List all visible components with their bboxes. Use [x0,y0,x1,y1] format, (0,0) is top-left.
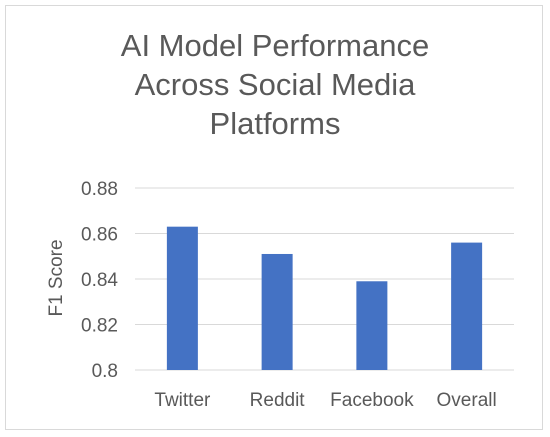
bar-twitter [166,226,198,370]
bar-facebook [356,281,388,370]
x-tick-label: Facebook [330,390,414,411]
x-tick-label: Twitter [154,390,211,411]
y-tick-label: 0.88 [81,179,118,200]
y-tick-label: 0.84 [81,270,118,291]
bar-reddit [261,253,293,370]
y-tick-label: 0.8 [92,361,118,382]
chart-title-line-2: Across Social Media [134,67,416,102]
bar-overall [451,242,483,370]
y-tick-label: 0.86 [81,225,118,246]
chart-title-line-3: Platforms [209,106,341,141]
y-tick-label: 0.82 [81,316,118,337]
x-tick-label: Overall [437,390,497,411]
chart-title-line-1: AI Model Performance [120,28,430,63]
x-tick-label: Reddit [250,390,306,411]
y-axis-label: F1 Score [46,239,67,316]
chart-title: AI Model Performance Across Social Media… [0,26,550,143]
